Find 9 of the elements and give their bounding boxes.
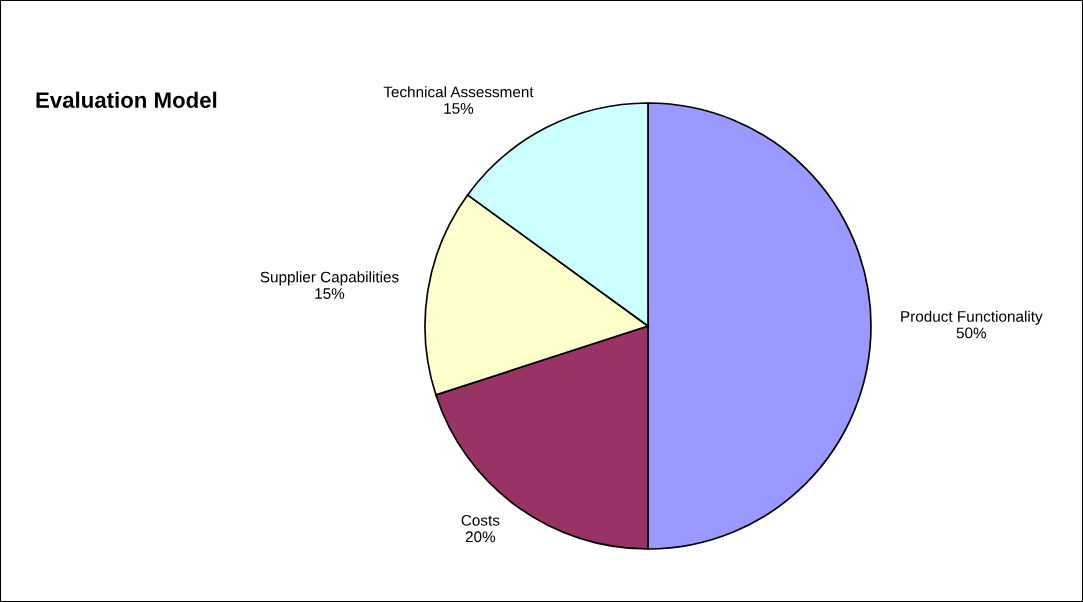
data-label: 15% (315, 288, 345, 299)
data-label: 20% (465, 531, 496, 543)
slice-label: Product Functionality (901, 310, 1043, 325)
slice-label: Supplier Capabilities (260, 271, 399, 286)
slice-label: Technical Assessment (383, 86, 534, 98)
data-label: 50% (956, 327, 987, 339)
chart-title: Evaluation Model (36, 91, 217, 108)
data-label: 15% (444, 103, 474, 114)
slice-label: Costs (461, 514, 500, 526)
